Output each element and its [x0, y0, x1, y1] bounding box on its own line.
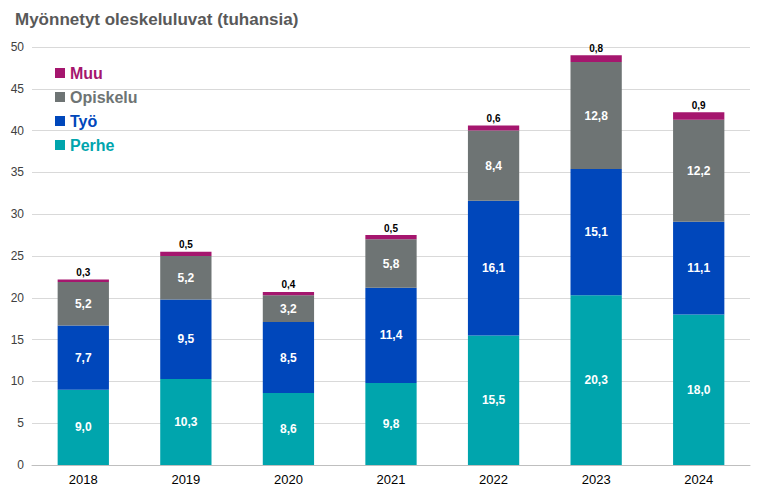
svg-text:0,6: 0,6: [487, 113, 501, 124]
svg-text:15: 15: [11, 333, 25, 347]
svg-text:2022: 2022: [479, 472, 508, 487]
svg-text:Myönnetyt oleskeluluvat (tuhan: Myönnetyt oleskeluluvat (tuhansia): [15, 10, 298, 29]
svg-text:9,8: 9,8: [383, 417, 400, 431]
svg-text:10: 10: [11, 374, 25, 388]
svg-text:7,7: 7,7: [75, 351, 92, 365]
svg-text:0,4: 0,4: [281, 279, 295, 290]
svg-text:5,8: 5,8: [383, 257, 400, 271]
svg-text:2023: 2023: [582, 472, 611, 487]
svg-text:2018: 2018: [69, 472, 98, 487]
svg-text:Työ: Työ: [70, 113, 97, 130]
svg-text:12,8: 12,8: [584, 109, 608, 123]
svg-text:11,1: 11,1: [687, 261, 710, 275]
svg-text:5,2: 5,2: [178, 271, 195, 285]
svg-text:25: 25: [11, 249, 25, 263]
svg-text:18,0: 18,0: [687, 383, 711, 397]
svg-text:2019: 2019: [171, 472, 200, 487]
svg-text:0,3: 0,3: [76, 267, 90, 278]
svg-text:20: 20: [11, 291, 25, 305]
svg-text:11,4: 11,4: [380, 328, 403, 342]
svg-text:9,5: 9,5: [178, 332, 195, 346]
svg-text:20,3: 20,3: [584, 373, 608, 387]
svg-text:8,6: 8,6: [280, 422, 297, 436]
svg-text:16,1: 16,1: [482, 261, 506, 275]
svg-text:15,5: 15,5: [482, 393, 506, 407]
svg-text:8,5: 8,5: [280, 351, 297, 365]
svg-text:0,5: 0,5: [384, 223, 398, 234]
svg-text:9,0: 9,0: [75, 420, 92, 434]
svg-text:2021: 2021: [377, 472, 406, 487]
svg-text:12,2: 12,2: [687, 164, 711, 178]
svg-text:10,3: 10,3: [174, 415, 198, 429]
svg-text:15,1: 15,1: [584, 225, 608, 239]
svg-text:Muu: Muu: [70, 65, 103, 82]
svg-text:30: 30: [11, 207, 25, 221]
svg-text:50: 50: [11, 40, 25, 54]
svg-text:45: 45: [11, 82, 25, 96]
svg-text:40: 40: [11, 124, 25, 138]
svg-text:Perhe: Perhe: [70, 137, 115, 154]
svg-text:8,4: 8,4: [485, 159, 502, 173]
svg-text:0,9: 0,9: [692, 100, 706, 111]
svg-text:Opiskelu: Opiskelu: [70, 89, 138, 106]
svg-text:0,8: 0,8: [589, 43, 603, 54]
svg-text:2024: 2024: [684, 472, 713, 487]
svg-text:5: 5: [17, 416, 24, 430]
svg-text:2020: 2020: [274, 472, 303, 487]
svg-text:5,2: 5,2: [75, 297, 92, 311]
svg-text:0,5: 0,5: [179, 239, 193, 250]
svg-text:0: 0: [17, 458, 24, 472]
svg-text:3,2: 3,2: [280, 302, 297, 316]
svg-text:35: 35: [11, 165, 25, 179]
